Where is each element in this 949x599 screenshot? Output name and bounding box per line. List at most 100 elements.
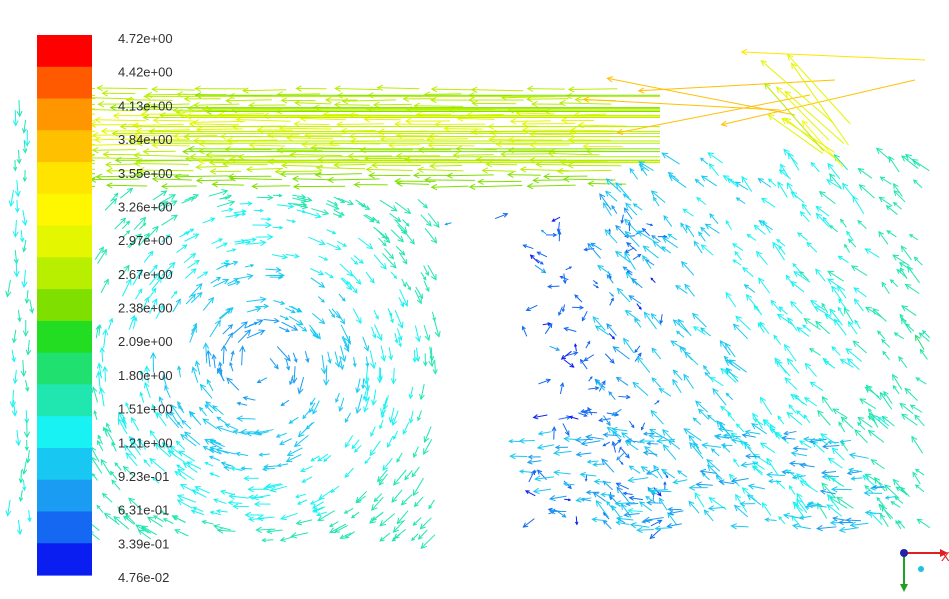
velocity-vector: [297, 377, 305, 395]
velocity-vector: [139, 391, 145, 403]
velocity-vector: [809, 300, 826, 311]
velocity-vector: [901, 155, 919, 169]
velocity-vector: [654, 525, 672, 532]
velocity-vector: [606, 323, 617, 336]
velocity-vector: [742, 266, 754, 278]
velocity-vector: [269, 358, 279, 370]
velocity-vector: [695, 481, 713, 488]
velocity-vector: [209, 168, 242, 175]
velocity-vector: [556, 221, 561, 233]
velocity-vector: [753, 418, 764, 426]
velocity-vector: [184, 194, 200, 201]
velocity-vector: [781, 117, 835, 153]
velocity-vector: [470, 86, 524, 93]
velocity-vector: [735, 197, 746, 205]
velocity-vector: [693, 441, 702, 455]
velocity-vector: [840, 416, 854, 429]
velocity-vector: [265, 266, 282, 273]
velocity-vector: [291, 366, 298, 384]
velocity-vector: [536, 443, 555, 450]
velocity-vector: [642, 431, 655, 436]
velocity-vector: [765, 471, 785, 478]
velocity-vector: [509, 453, 528, 460]
velocity-vector: [892, 254, 910, 267]
velocity-vector: [672, 319, 689, 333]
velocity-vector: [317, 453, 329, 462]
velocity-vector: [799, 211, 810, 223]
velocity-vector: [747, 483, 766, 490]
velocity-vector: [581, 310, 588, 322]
velocity-vector: [118, 264, 130, 280]
velocity-vector: [279, 326, 291, 333]
velocity-vector: [96, 84, 148, 92]
velocity-vector: [692, 417, 702, 426]
velocity-vector: [642, 254, 652, 270]
velocity-vector: [881, 415, 895, 427]
velocity-vector: [142, 114, 660, 121]
velocity-vector: [279, 170, 322, 178]
velocity-vector: [387, 435, 394, 449]
velocity-vector: [615, 515, 634, 522]
velocity-vector: [780, 163, 789, 178]
velocity-vector: [649, 428, 669, 441]
velocity-vector: [198, 406, 207, 417]
velocity-vector: [236, 401, 248, 406]
velocity-vector: [446, 172, 494, 179]
velocity-vector: [173, 173, 229, 180]
velocity-vector: [846, 230, 854, 241]
velocity-vector: [412, 477, 424, 497]
velocity-vector: [189, 153, 660, 160]
velocity-vector: [152, 477, 160, 484]
velocity-vector: [371, 326, 377, 339]
velocity-vector: [707, 505, 725, 512]
velocity-vector: [256, 194, 274, 201]
colorbar-label: 1.80e+00: [118, 368, 173, 383]
velocity-vector: [341, 277, 350, 285]
velocity-vector: [580, 439, 601, 447]
velocity-vector: [807, 501, 822, 507]
axes-triad: X: [900, 549, 949, 592]
velocity-vector: [337, 240, 348, 247]
velocity-vector: [21, 119, 27, 134]
velocity-vector: [5, 279, 12, 298]
velocity-vector: [914, 334, 925, 350]
velocity-vector: [599, 193, 612, 211]
velocity-vector: [389, 212, 402, 223]
velocity-vector: [286, 447, 303, 456]
velocity-vector: [339, 532, 352, 539]
velocity-vector: [94, 116, 147, 124]
velocity-vector: [136, 140, 660, 147]
velocity-vector: [611, 204, 618, 214]
velocity-vector: [340, 277, 353, 291]
velocity-vector: [500, 150, 548, 158]
velocity-vector: [815, 212, 830, 228]
velocity-vector: [125, 452, 138, 467]
velocity-vector: [433, 319, 441, 338]
velocity-vector: [708, 163, 719, 176]
velocity-vector: [713, 433, 729, 440]
velocity-vector: [592, 279, 599, 285]
velocity-vector: [628, 495, 643, 501]
velocity-vector: [142, 296, 150, 311]
velocity-vector: [636, 356, 651, 374]
velocity-vector: [21, 269, 28, 289]
velocity-vector: [661, 246, 672, 254]
velocity-vector: [177, 468, 195, 481]
velocity-vector: [783, 430, 797, 436]
velocity-vector: [710, 448, 720, 457]
velocity-vector: [700, 327, 711, 337]
velocity-vector: [857, 219, 867, 229]
velocity-vector: [412, 517, 422, 527]
velocity-vector: [133, 152, 189, 159]
velocity-vector: [368, 172, 411, 179]
velocity-vector: [183, 252, 197, 264]
velocity-vector: [526, 459, 542, 465]
velocity-vector: [373, 493, 383, 503]
velocity-vector: [764, 82, 825, 152]
velocity-vector: [400, 494, 413, 506]
velocity-vector: [20, 359, 27, 378]
velocity-vector: [195, 163, 227, 171]
velocity-vector: [670, 340, 687, 351]
velocity-vector: [159, 112, 660, 119]
velocity-vector: [244, 511, 264, 519]
